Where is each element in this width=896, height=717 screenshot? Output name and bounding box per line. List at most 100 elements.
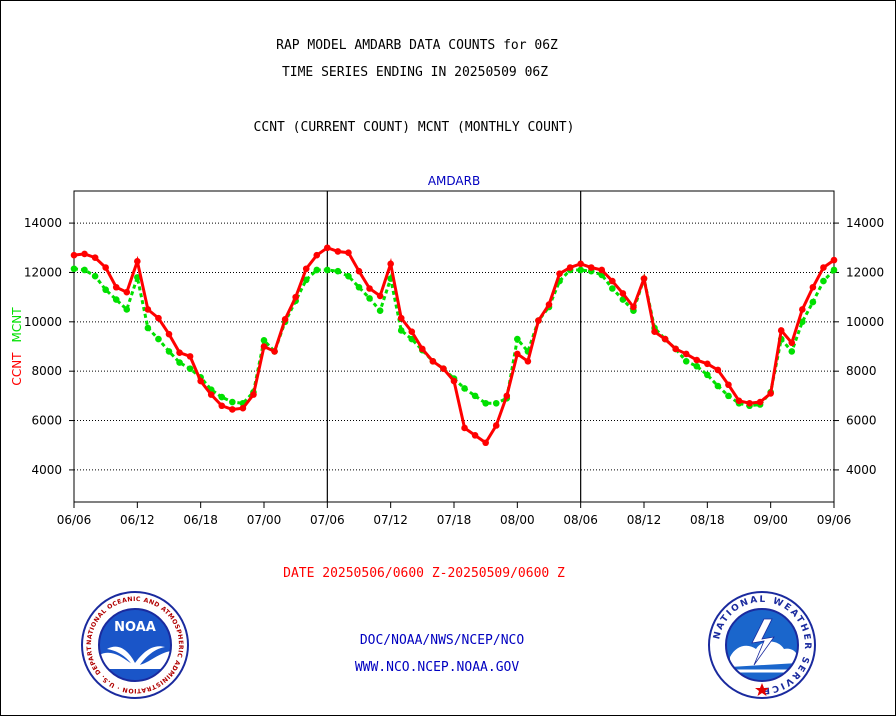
data-point-ccnt [545, 301, 553, 308]
y-tick-label-left: 6000 [31, 414, 62, 428]
data-point-ccnt [260, 343, 268, 350]
data-point-ccnt [704, 360, 711, 368]
plot-area [73, 190, 835, 503]
data-point-mcnt [70, 265, 78, 273]
data-point-ccnt [355, 267, 363, 275]
data-point-ccnt [830, 256, 838, 264]
nco-website-link[interactable]: WWW.NCO.NCEP.NOAA.GOV [354, 660, 520, 675]
y-tick-label-right: 8000 [846, 364, 877, 378]
data-point-ccnt [514, 350, 521, 358]
data-point-ccnt [746, 399, 753, 407]
data-point-ccnt [229, 406, 236, 413]
data-point-ccnt [197, 377, 204, 385]
star-icon [755, 683, 769, 696]
data-point-mcnt [355, 283, 363, 291]
data-point-mcnt [514, 335, 521, 343]
x-tick-label: 08/00 [500, 513, 535, 527]
y-axis-label-ccnt: CCNT [10, 352, 24, 386]
data-point-ccnt [682, 350, 690, 358]
data-point-ccnt [767, 390, 774, 397]
data-point-ccnt [492, 422, 500, 429]
doc-noaa-link[interactable]: DOC/NOAA/NWS/NCEP/NCO [359, 633, 525, 648]
data-point-ccnt [429, 358, 437, 365]
x-tick-label: 09/06 [817, 513, 852, 527]
data-point-mcnt [229, 398, 236, 406]
data-point-ccnt [397, 314, 405, 322]
data-point-ccnt [598, 266, 606, 274]
data-point-ccnt [186, 353, 194, 360]
series-line-ccnt [73, 246, 835, 445]
data-point-mcnt [704, 371, 711, 379]
y-tick-label-right: 14000 [846, 216, 884, 230]
x-tick-label: 08/06 [563, 513, 598, 527]
data-point-ccnt [640, 275, 648, 282]
data-point-ccnt [809, 283, 817, 291]
data-point-ccnt [102, 264, 109, 271]
data-point-mcnt [345, 272, 352, 280]
x-tick-label: 07/12 [373, 513, 408, 527]
x-tick-label: 08/18 [690, 513, 725, 527]
data-point-ccnt [155, 314, 162, 322]
data-point-ccnt [144, 306, 152, 313]
data-point-mcnt [186, 365, 194, 373]
nws-logo: NATIONAL WEATHER SERVICE [708, 591, 816, 699]
data-point-ccnt [482, 439, 489, 447]
data-point-mcnt [830, 266, 838, 274]
y-tick-label-right: 12000 [846, 265, 884, 279]
y-tick-label-left: 10000 [24, 315, 62, 329]
data-point-mcnt [482, 399, 489, 407]
y-axis-label: CCNT MCNT [10, 307, 24, 386]
data-point-mcnt [260, 337, 268, 344]
data-point-ccnt [651, 328, 658, 335]
panel-title: AMDARB [428, 174, 480, 188]
data-point-mcnt [376, 307, 384, 315]
data-point-ccnt [566, 264, 574, 271]
data-point-mcnt [81, 266, 88, 274]
chart-title: RAP MODEL AMDARB DATA COUNTS for 06Z [276, 38, 558, 53]
data-point-ccnt [735, 397, 743, 405]
data-point-mcnt [165, 348, 173, 355]
data-point-ccnt [271, 348, 278, 355]
x-tick-label: 08/12 [627, 513, 662, 527]
data-point-mcnt [155, 335, 162, 343]
x-tick-label: 09/00 [753, 513, 788, 527]
data-point-ccnt [714, 366, 722, 374]
data-point-ccnt [587, 264, 595, 271]
data-point-mcnt [218, 393, 226, 401]
y-axis-label-mcnt: MCNT [10, 307, 24, 343]
data-point-ccnt [387, 260, 394, 268]
data-point-ccnt [693, 356, 701, 364]
data-point-mcnt [809, 298, 817, 306]
data-point-mcnt [609, 285, 616, 292]
y-tick-label-right: 10000 [846, 315, 884, 329]
chart-legend-text: CCNT (CURRENT COUNT) MCNT (MONTHLY COUNT… [253, 120, 575, 135]
chart-subtitle: TIME SERIES ENDING IN 20250509 06Z [281, 65, 549, 80]
data-point-ccnt [334, 248, 342, 255]
data-point-mcnt [366, 295, 373, 302]
data-point-ccnt [176, 349, 183, 356]
data-point-ccnt [123, 288, 131, 296]
x-tick-label: 06/06 [57, 513, 92, 527]
data-point-mcnt [408, 335, 416, 343]
data-point-ccnt [165, 330, 173, 338]
y-tick-label-right: 4000 [846, 463, 877, 477]
data-point-ccnt [524, 358, 532, 365]
date-range-label: DATE 20250506/0600 Z-20250509/0600 Z [283, 566, 565, 581]
data-point-ccnt [408, 328, 416, 335]
data-point-ccnt [777, 327, 785, 334]
data-point-ccnt [419, 345, 426, 353]
data-point-ccnt [577, 260, 584, 268]
data-point-mcnt [324, 266, 331, 274]
data-point-ccnt [725, 381, 732, 389]
data-point-ccnt [239, 404, 247, 412]
data-point-ccnt [292, 293, 299, 301]
data-point-ccnt [313, 251, 321, 259]
data-point-ccnt [440, 365, 447, 373]
data-point-mcnt [102, 286, 109, 294]
data-point-ccnt [207, 391, 215, 398]
data-point-ccnt [324, 244, 331, 252]
data-point-ccnt [218, 402, 226, 410]
y-tick-label-left: 4000 [31, 463, 62, 477]
